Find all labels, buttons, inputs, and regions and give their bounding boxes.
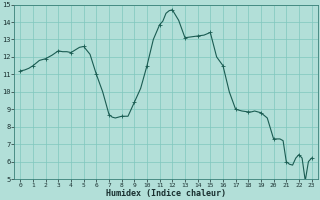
X-axis label: Humidex (Indice chaleur): Humidex (Indice chaleur) xyxy=(106,189,226,198)
